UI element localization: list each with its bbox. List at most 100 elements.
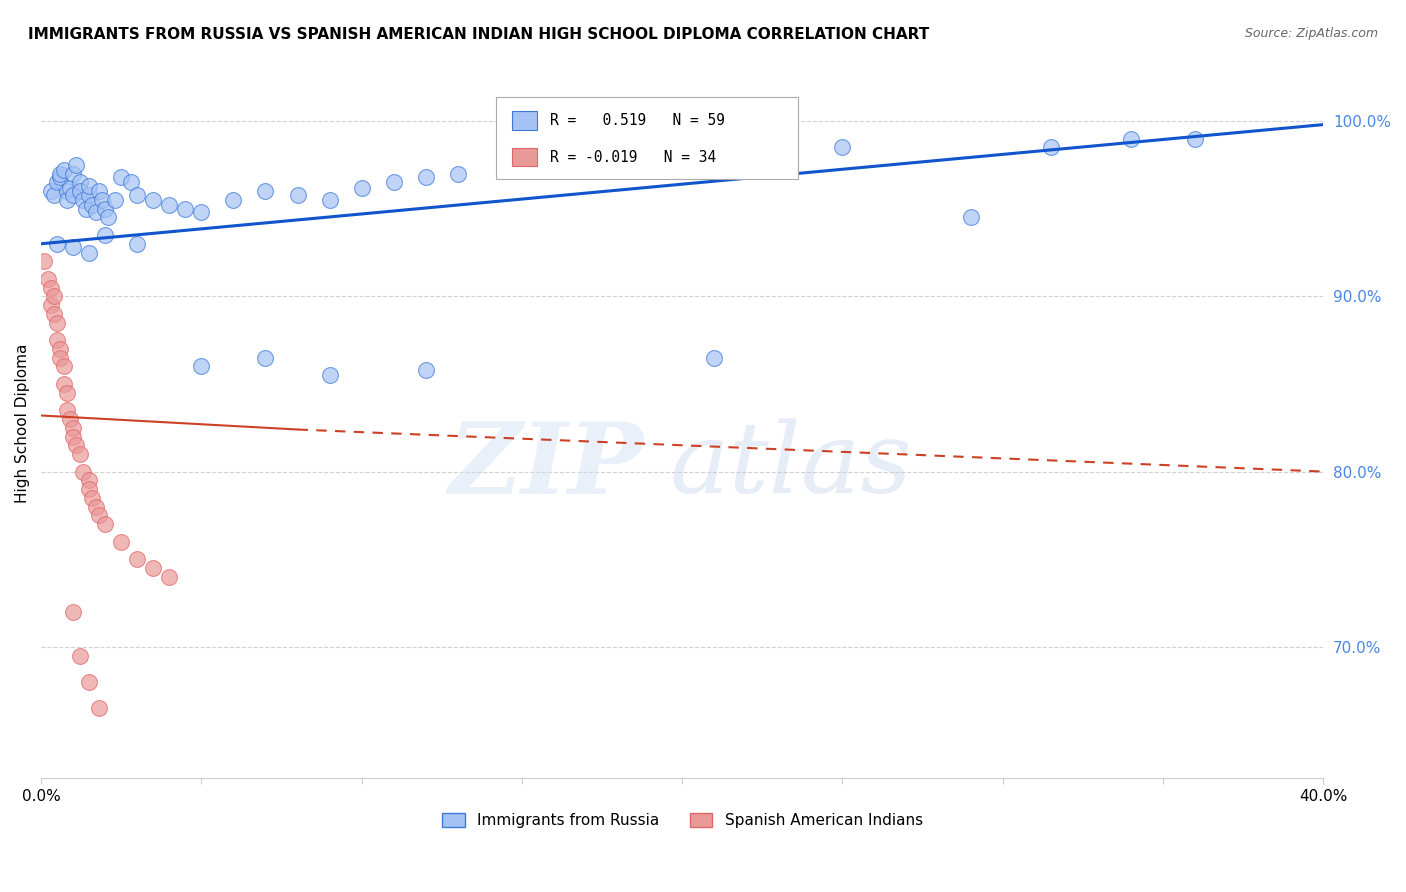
Point bbox=[55, 403, 77, 417]
Point bbox=[46, 236, 69, 251]
Text: ZIP: ZIP bbox=[449, 417, 644, 514]
Point bbox=[671, 149, 693, 163]
Point bbox=[84, 205, 107, 219]
Point bbox=[120, 176, 142, 190]
Y-axis label: High School Diploma: High School Diploma bbox=[15, 343, 30, 503]
Point bbox=[318, 193, 340, 207]
Point bbox=[157, 570, 180, 584]
Point bbox=[1119, 131, 1142, 145]
Point bbox=[350, 180, 373, 194]
Point bbox=[97, 211, 120, 225]
Point bbox=[55, 193, 77, 207]
Point bbox=[94, 202, 117, 216]
Point bbox=[87, 508, 110, 523]
Point bbox=[77, 674, 100, 689]
Point bbox=[34, 254, 56, 268]
Point bbox=[62, 429, 84, 443]
Point bbox=[42, 307, 65, 321]
Point bbox=[49, 167, 72, 181]
Point bbox=[42, 187, 65, 202]
Point bbox=[1184, 131, 1206, 145]
Point bbox=[62, 421, 84, 435]
Point bbox=[318, 368, 340, 383]
Point bbox=[52, 376, 75, 391]
Point bbox=[254, 184, 277, 198]
Point bbox=[49, 342, 72, 356]
Point bbox=[55, 184, 77, 198]
Point bbox=[127, 552, 149, 566]
Point bbox=[959, 211, 981, 225]
Point bbox=[382, 176, 405, 190]
Point bbox=[77, 187, 100, 202]
Point bbox=[415, 363, 437, 377]
Point bbox=[104, 193, 127, 207]
Point bbox=[52, 359, 75, 374]
Point bbox=[46, 176, 69, 190]
Point bbox=[254, 351, 277, 365]
Point bbox=[52, 163, 75, 178]
Point bbox=[174, 202, 197, 216]
Point bbox=[62, 605, 84, 619]
Point bbox=[65, 158, 87, 172]
Point bbox=[94, 517, 117, 532]
Point bbox=[37, 272, 59, 286]
Point bbox=[127, 187, 149, 202]
Point bbox=[77, 482, 100, 496]
Point bbox=[190, 359, 212, 374]
Bar bbox=[512, 148, 537, 166]
Point bbox=[87, 184, 110, 198]
Text: Source: ZipAtlas.com: Source: ZipAtlas.com bbox=[1244, 27, 1378, 40]
Point bbox=[42, 289, 65, 303]
Point bbox=[46, 333, 69, 347]
Point bbox=[46, 316, 69, 330]
Point bbox=[831, 140, 853, 154]
Point bbox=[94, 227, 117, 242]
Point bbox=[110, 534, 132, 549]
Point bbox=[142, 193, 165, 207]
Point bbox=[39, 298, 62, 312]
Point bbox=[543, 158, 565, 172]
Point bbox=[65, 438, 87, 452]
Point bbox=[69, 648, 91, 663]
Point bbox=[447, 167, 470, 181]
Point bbox=[575, 153, 598, 167]
Point bbox=[110, 170, 132, 185]
Point bbox=[69, 176, 91, 190]
Point bbox=[59, 412, 82, 426]
Point bbox=[127, 236, 149, 251]
Legend: Immigrants from Russia, Spanish American Indians: Immigrants from Russia, Spanish American… bbox=[436, 807, 929, 834]
Point bbox=[77, 178, 100, 193]
Text: R = -0.019   N = 34: R = -0.019 N = 34 bbox=[550, 150, 717, 164]
Point bbox=[84, 500, 107, 514]
Point bbox=[62, 240, 84, 254]
Point bbox=[82, 198, 104, 212]
Point bbox=[87, 701, 110, 715]
Point bbox=[62, 187, 84, 202]
Point bbox=[39, 184, 62, 198]
Point bbox=[49, 351, 72, 365]
Bar bbox=[512, 112, 537, 129]
Text: atlas: atlas bbox=[669, 418, 912, 514]
Point bbox=[91, 193, 114, 207]
Text: IMMIGRANTS FROM RUSSIA VS SPANISH AMERICAN INDIAN HIGH SCHOOL DIPLOMA CORRELATIO: IMMIGRANTS FROM RUSSIA VS SPANISH AMERIC… bbox=[28, 27, 929, 42]
Text: R =   0.519   N = 59: R = 0.519 N = 59 bbox=[550, 112, 725, 128]
Point bbox=[415, 170, 437, 185]
Point bbox=[82, 491, 104, 505]
Point bbox=[75, 202, 97, 216]
Point bbox=[55, 385, 77, 400]
Point bbox=[72, 465, 94, 479]
Point bbox=[510, 163, 533, 178]
Point bbox=[77, 245, 100, 260]
Point bbox=[190, 205, 212, 219]
Point bbox=[69, 447, 91, 461]
Point bbox=[49, 170, 72, 185]
Point bbox=[222, 193, 245, 207]
Point bbox=[39, 280, 62, 294]
Point bbox=[142, 561, 165, 575]
Point bbox=[62, 167, 84, 181]
Point bbox=[69, 184, 91, 198]
Point bbox=[287, 187, 309, 202]
Point bbox=[59, 180, 82, 194]
Point bbox=[157, 198, 180, 212]
Point bbox=[703, 351, 725, 365]
